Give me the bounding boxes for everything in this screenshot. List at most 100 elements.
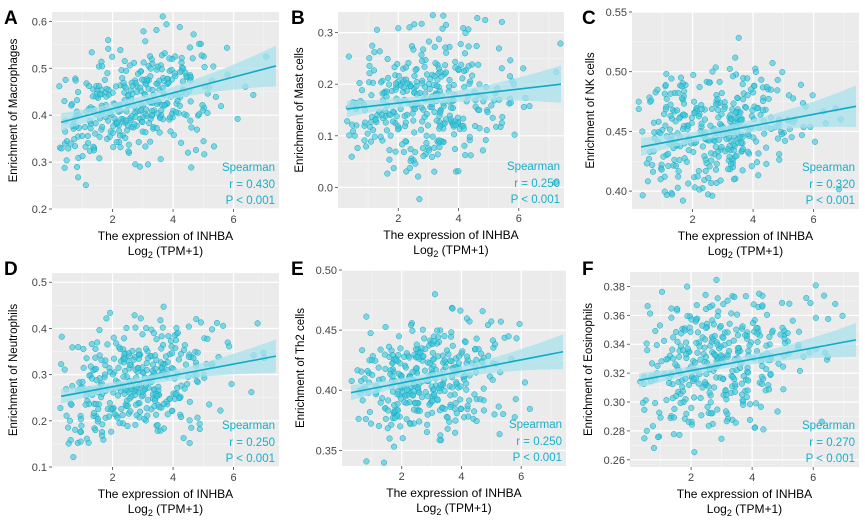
- panel-e-data-point: [449, 342, 456, 349]
- panel-f-data-point: [695, 380, 702, 387]
- panel-a-data-point: [131, 121, 138, 128]
- panel-d-data-point: [92, 365, 99, 372]
- panel-e-data-point: [478, 350, 485, 357]
- panel-f-data-point: [670, 414, 678, 421]
- panel-c-x-tick-label: 2: [689, 214, 695, 226]
- panel-d-data-point: [110, 355, 118, 362]
- panel-e-data-point: [480, 385, 487, 392]
- panel-f-data-point: [734, 345, 742, 352]
- panel-a-data-point: [134, 70, 142, 77]
- panel-b-data-point: [393, 113, 400, 120]
- panel-c-data-point: [759, 98, 767, 105]
- panel-d-data-point: [127, 408, 134, 415]
- panel-a-data-point: [139, 118, 146, 126]
- panel-f-data-point: [678, 330, 685, 337]
- panel-b-data-point: [369, 42, 376, 49]
- panel-a-data-point: [58, 145, 65, 152]
- panel-a-data-point: [56, 83, 63, 90]
- panel-b-data-point: [426, 85, 433, 93]
- panel-b-data-point: [450, 131, 458, 138]
- panel-b-data-point: [418, 51, 425, 58]
- panel-b-data-point: [436, 137, 443, 144]
- panel-e-data-point: [489, 376, 496, 383]
- panel-d-data-point: [194, 349, 201, 356]
- panel-b-data-point: [344, 118, 351, 125]
- panel-a-data-point: [67, 140, 74, 147]
- panel-d-regression-line: [60, 355, 277, 398]
- panel-b-data-point: [437, 109, 444, 116]
- panel-d-data-point: [133, 401, 140, 408]
- panel-a-data-point: [92, 130, 99, 137]
- panel-b-data-point: [428, 153, 436, 160]
- panel-c-data-point: [705, 174, 712, 181]
- panel-d-data-point: [169, 407, 176, 415]
- panel-c-data-point: [696, 83, 703, 91]
- panel-d-data-point: [108, 428, 115, 435]
- panel-e-data-point: [377, 399, 384, 406]
- panel-b-data-point: [402, 138, 409, 145]
- panel-e-confidence-band: [350, 334, 564, 401]
- panel-d-data-point: [103, 315, 110, 322]
- panel-d-data-point: [176, 394, 183, 402]
- panel-b-data-point: [460, 68, 468, 75]
- panel-a-data-point: [154, 110, 161, 117]
- panel-d-data-point: [152, 352, 159, 359]
- panel-f-data-point: [676, 353, 683, 360]
- panel-f-data-point: [684, 345, 691, 352]
- panel-d-data-point: [83, 435, 90, 442]
- panel-d-data-point: [144, 412, 151, 419]
- panel-c-data-point: [671, 156, 678, 163]
- panel-c-data-point: [718, 90, 725, 97]
- panel-e-data-point: [441, 357, 448, 364]
- panel-b-data-point: [452, 64, 459, 71]
- panel-b-data-point: [384, 170, 391, 177]
- panel-b-data-point: [439, 25, 446, 32]
- panel-d-data-point: [87, 363, 94, 370]
- panel-b-data-point: [418, 57, 426, 64]
- panel-a-data-point: [75, 89, 82, 96]
- panel-f-data-point: [647, 310, 654, 317]
- panel-b-data-point: [511, 131, 518, 138]
- panel-f-data-point: [821, 292, 828, 299]
- panel-a-data-point: [90, 147, 98, 154]
- panel-e-data-point: [421, 367, 428, 374]
- panel-b-data-point: [447, 116, 454, 123]
- panel-f-x-tick-label: 4: [749, 472, 755, 484]
- panel-c-data-point: [739, 167, 746, 174]
- panel-c-y-tick-label: 0.55: [606, 7, 627, 19]
- panel-c-data-point: [708, 157, 715, 164]
- panel-f-data-point: [658, 358, 665, 365]
- panel-a-x-axis-log-base: 2: [148, 250, 153, 260]
- panel-c-data-point: [758, 76, 765, 83]
- panel-c-data-point: [779, 69, 786, 76]
- panel-a-data-point: [156, 129, 163, 136]
- panel-c-data-point: [809, 92, 816, 99]
- panel-e-data-point: [463, 386, 470, 393]
- panel-f-data-point: [710, 321, 717, 328]
- panel-f-data-point: [707, 342, 714, 349]
- panel-e-stats-p: P < 0.001: [513, 452, 562, 464]
- panel-b-data-point: [483, 127, 490, 134]
- panel-e-data-point: [429, 398, 436, 405]
- panel-d-data-point: [58, 333, 65, 340]
- panel-c-data-point: [668, 75, 675, 82]
- panel-b-data-point: [461, 142, 468, 149]
- panel-c-data-point: [701, 116, 708, 123]
- panel-b-data-point: [445, 83, 453, 90]
- panel-b-data-point: [387, 132, 394, 139]
- panel-c-x-axis-log-base: 2: [728, 250, 733, 260]
- panel-a-x-axis-title: The expression of INHBA: [98, 229, 233, 243]
- panel-b-data-point: [429, 12, 436, 19]
- panel-f-data-point: [779, 324, 786, 331]
- panel-f-data-point: [766, 333, 773, 341]
- panel-c-data-point: [769, 59, 776, 67]
- panel-e-data-point: [424, 411, 431, 418]
- panel-c-data-point: [676, 157, 683, 164]
- panel-a-data-point: [153, 124, 160, 132]
- panel-f-data-point: [724, 329, 731, 336]
- panel-b-data-point: [400, 148, 407, 156]
- panel-c-data-point: [651, 129, 658, 136]
- panel-b-data-point: [457, 40, 464, 48]
- panel-a-x-tick-label: 2: [109, 214, 115, 226]
- panel-f-data-point: [655, 434, 662, 441]
